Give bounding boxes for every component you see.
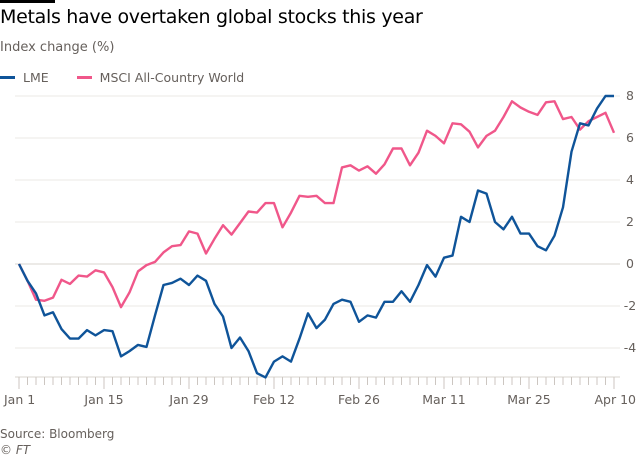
x-tick-label: Apr 10 xyxy=(594,392,636,407)
y-tick-label: 6 xyxy=(626,130,634,145)
legend-item-lme: LME xyxy=(0,70,49,85)
legend-swatch-lme xyxy=(0,76,15,79)
x-tick-label: Feb 12 xyxy=(253,392,295,407)
legend-label-msci: MSCI All-Country World xyxy=(99,70,245,85)
x-tick-label: Mar 11 xyxy=(422,392,465,407)
series-line-msci xyxy=(17,100,616,309)
brand-accent-bar xyxy=(0,0,55,3)
x-tick-label: Jan 29 xyxy=(168,392,208,407)
series-line-lme xyxy=(17,94,614,379)
source-note: Source: Bloomberg xyxy=(0,427,115,441)
copyright-note: © FT xyxy=(0,443,31,457)
y-tick-label: -4 xyxy=(624,340,637,355)
y-tick-label: 2 xyxy=(626,214,634,229)
chart-title: Metals have overtaken global stocks this… xyxy=(0,6,423,28)
y-tick-label: 8 xyxy=(626,88,634,103)
y-tick-label: -2 xyxy=(624,298,636,313)
x-tick-label: Feb 26 xyxy=(338,392,380,407)
y-tick-label: 4 xyxy=(626,172,634,187)
legend: LME MSCI All-Country World xyxy=(0,70,244,85)
y-tick-label: 0 xyxy=(626,256,634,271)
legend-item-msci: MSCI All-Country World xyxy=(76,70,245,85)
chart-subtitle: Index change (%) xyxy=(0,40,115,55)
legend-label-lme: LME xyxy=(23,70,49,85)
legend-swatch-msci xyxy=(76,76,92,79)
x-tick-label: Jan 15 xyxy=(83,392,123,407)
x-tick-label: Mar 25 xyxy=(507,392,550,407)
x-tick-label: Jan 1 xyxy=(3,392,35,407)
